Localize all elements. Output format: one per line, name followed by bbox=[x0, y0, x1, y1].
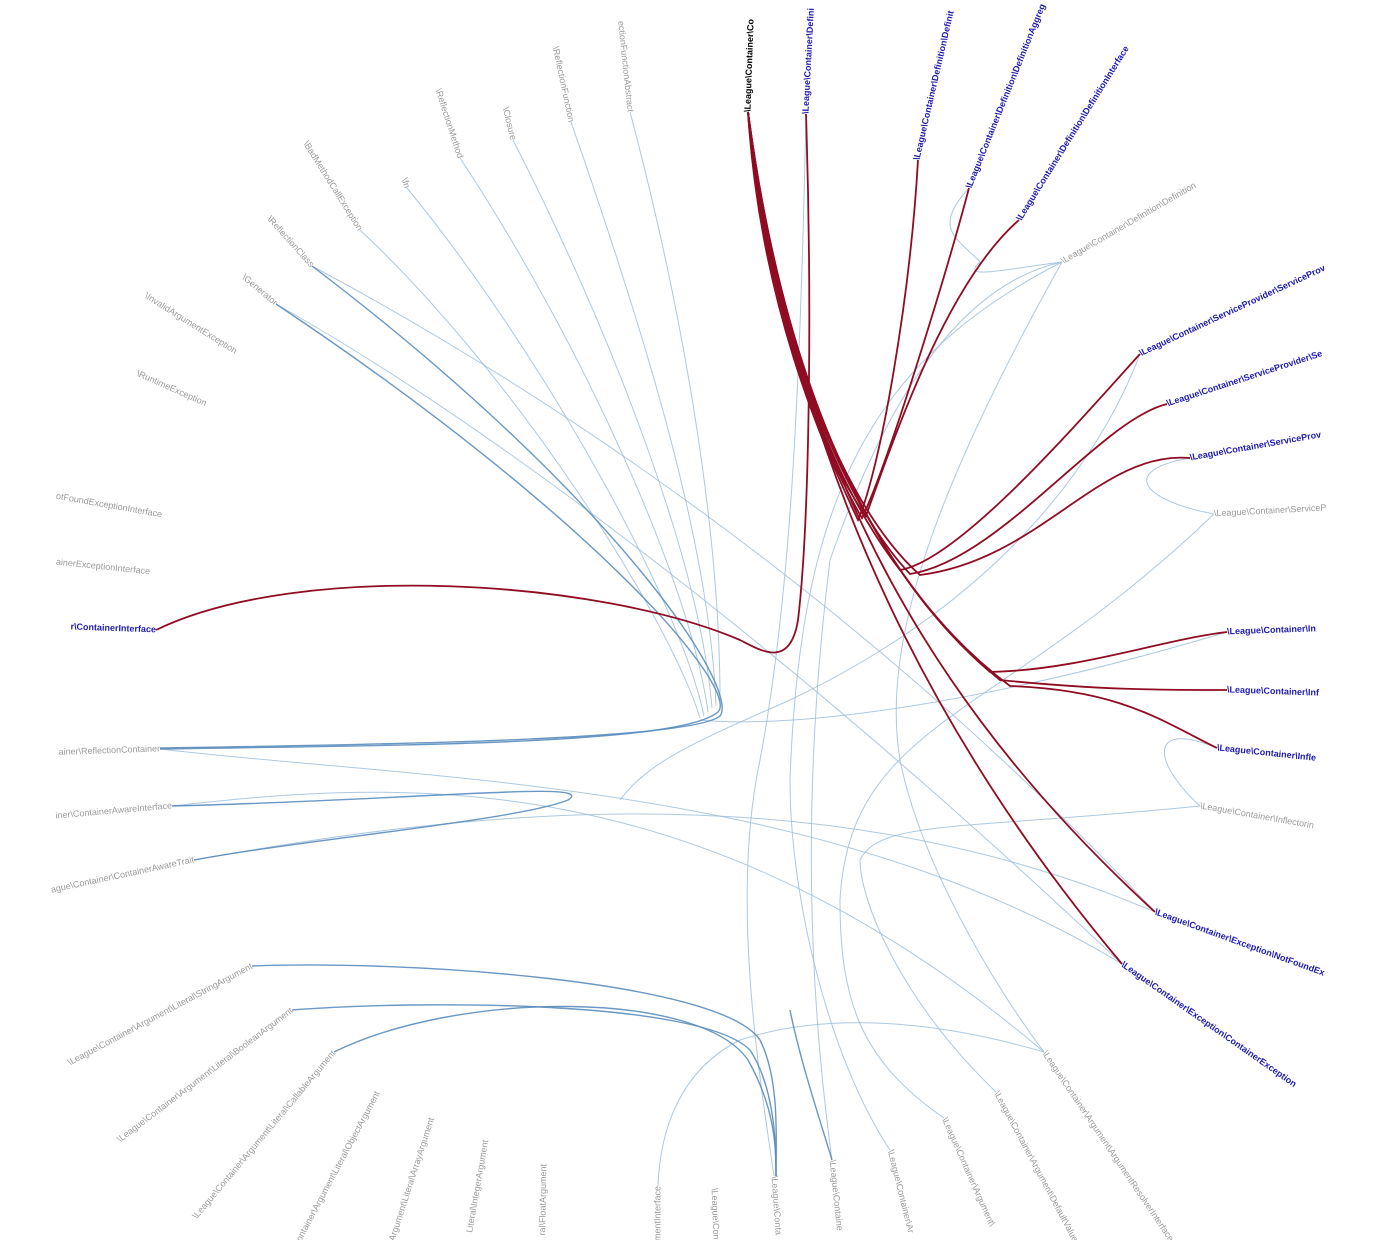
node-label[interactable]: \ReflectionMethod bbox=[433, 87, 465, 159]
edge bbox=[459, 157, 709, 713]
node-label[interactable]: \League\Container\Definition\Definit bbox=[912, 10, 956, 161]
node-label[interactable]: \League\Container\Argument\DefaultValue bbox=[992, 1089, 1080, 1240]
node-label[interactable]: \League\Container\Exception\ContainerExc… bbox=[1119, 959, 1298, 1089]
edge bbox=[570, 121, 717, 707]
edge bbox=[406, 187, 705, 717]
edge bbox=[699, 631, 1228, 723]
edge bbox=[1146, 457, 1215, 515]
node-label[interactable]: \League\Container\ServiceProvider\Se bbox=[1165, 348, 1323, 408]
edge bbox=[275, 303, 1123, 965]
edge bbox=[311, 265, 1156, 913]
edge bbox=[839, 513, 1215, 1119]
bundle-edge bbox=[251, 964, 778, 1177]
node-label[interactable]: \League\Container\Inf bbox=[1227, 684, 1320, 697]
edge bbox=[171, 791, 1045, 1053]
node-label[interactable]: \League\Con bbox=[710, 1188, 722, 1240]
edge bbox=[512, 139, 713, 709]
bundle-edge bbox=[789, 1009, 833, 1161]
edge bbox=[359, 229, 701, 719]
node-label[interactable]: \League\Container\Definition\Definition bbox=[1059, 180, 1197, 266]
node-label[interactable]: \Generator bbox=[240, 272, 279, 307]
node-label[interactable]: mentInterface bbox=[652, 1186, 662, 1240]
node-label[interactable]: ral\FloatArgument bbox=[537, 1163, 548, 1235]
bundle-edge bbox=[171, 790, 573, 861]
highlight-edge bbox=[747, 111, 1168, 575]
edge bbox=[629, 111, 721, 701]
edge bbox=[949, 187, 1063, 273]
bundle-edge bbox=[159, 265, 723, 749]
node-label[interactable]: \Argument\Literal\ArrayArgument bbox=[386, 1116, 436, 1240]
node-label[interactable]: \Closure bbox=[501, 106, 519, 141]
edge bbox=[810, 261, 1063, 1161]
node-label[interactable]: \BadMethodCallException bbox=[301, 139, 364, 232]
node-label[interactable]: \League\Container\Argument\ bbox=[940, 1116, 997, 1228]
edge bbox=[1164, 738, 1218, 807]
edge bbox=[859, 805, 1201, 1093]
node-label[interactable]: ainer\ReflectionContainer bbox=[58, 743, 160, 757]
node-label[interactable]: \League\Container\Co bbox=[742, 18, 755, 112]
node-label[interactable]: \League\Container\ServiceProv bbox=[1189, 429, 1322, 462]
node-label[interactable]: iner\ContainerAwareInterface bbox=[55, 800, 172, 820]
node-label[interactable]: \League\Container\In bbox=[1227, 623, 1316, 636]
edge bbox=[159, 748, 1123, 965]
bundle-edge bbox=[291, 1004, 777, 1177]
node-label[interactable]: \League\Containe bbox=[828, 1159, 845, 1231]
edge bbox=[895, 261, 1063, 1053]
node-label[interactable]: ague\Container\ContainerAwareTrait bbox=[50, 854, 195, 894]
edge bbox=[746, 113, 807, 1177]
edges-highlight-group bbox=[155, 111, 1228, 965]
node-label[interactable]: \League\Conta bbox=[770, 1176, 784, 1236]
node-label[interactable]: \ReflectionFunction bbox=[551, 45, 577, 122]
edge bbox=[657, 1022, 1045, 1187]
node-label[interactable]: \ReflectionClass bbox=[265, 214, 316, 269]
node-label[interactable]: \Container\Argument\Literal\ObjectArgume… bbox=[290, 1089, 382, 1240]
node-label[interactable]: \fn bbox=[399, 177, 412, 190]
node-label[interactable]: \League\Container\Ar bbox=[886, 1149, 916, 1234]
node-label[interactable]: otFoundExceptionInterface bbox=[55, 491, 163, 520]
node-label[interactable]: \League\Container\Definition\DefinitionA… bbox=[964, 2, 1047, 189]
node-label[interactable]: \League\Container\ServiceP bbox=[1214, 502, 1327, 518]
node-label[interactable]: \League\Container\Inflectorin bbox=[1199, 800, 1315, 830]
node-label[interactable]: \League\Container\Defini bbox=[800, 8, 816, 114]
highlight-edge bbox=[155, 113, 811, 654]
node-label[interactable]: Literal\IntegerArgument bbox=[464, 1139, 490, 1234]
node-label[interactable]: r\ContainerInterface bbox=[70, 621, 156, 634]
highlight-edge bbox=[747, 111, 1228, 691]
node-label[interactable]: ainerExceptionInterface bbox=[55, 557, 150, 577]
bundle-edge bbox=[333, 1005, 777, 1177]
highlight-edge bbox=[747, 111, 1228, 673]
node-label[interactable]: \InvalidArgumentException bbox=[143, 290, 239, 355]
highlight-edge bbox=[747, 111, 1218, 749]
node-label[interactable]: \League\Container\Infle bbox=[1217, 742, 1317, 762]
edges-bundle-group bbox=[159, 265, 833, 1177]
edge bbox=[619, 353, 1141, 801]
node-label[interactable]: \RuntimeException bbox=[135, 368, 208, 408]
edge bbox=[193, 813, 1156, 913]
node-label[interactable]: \League\Container\Exception\NotFoundEx bbox=[1154, 907, 1327, 978]
bundle-edge bbox=[159, 303, 721, 750]
node-label[interactable]: ectionFunctionAbstract bbox=[616, 20, 636, 113]
node-label[interactable]: \League\Container\Definition\DefinitionI… bbox=[1014, 44, 1131, 222]
edge bbox=[789, 261, 1063, 1151]
highlight-edge bbox=[747, 111, 1123, 965]
node-label[interactable]: \League\Container\ServiceProvider\Servic… bbox=[1138, 263, 1327, 358]
